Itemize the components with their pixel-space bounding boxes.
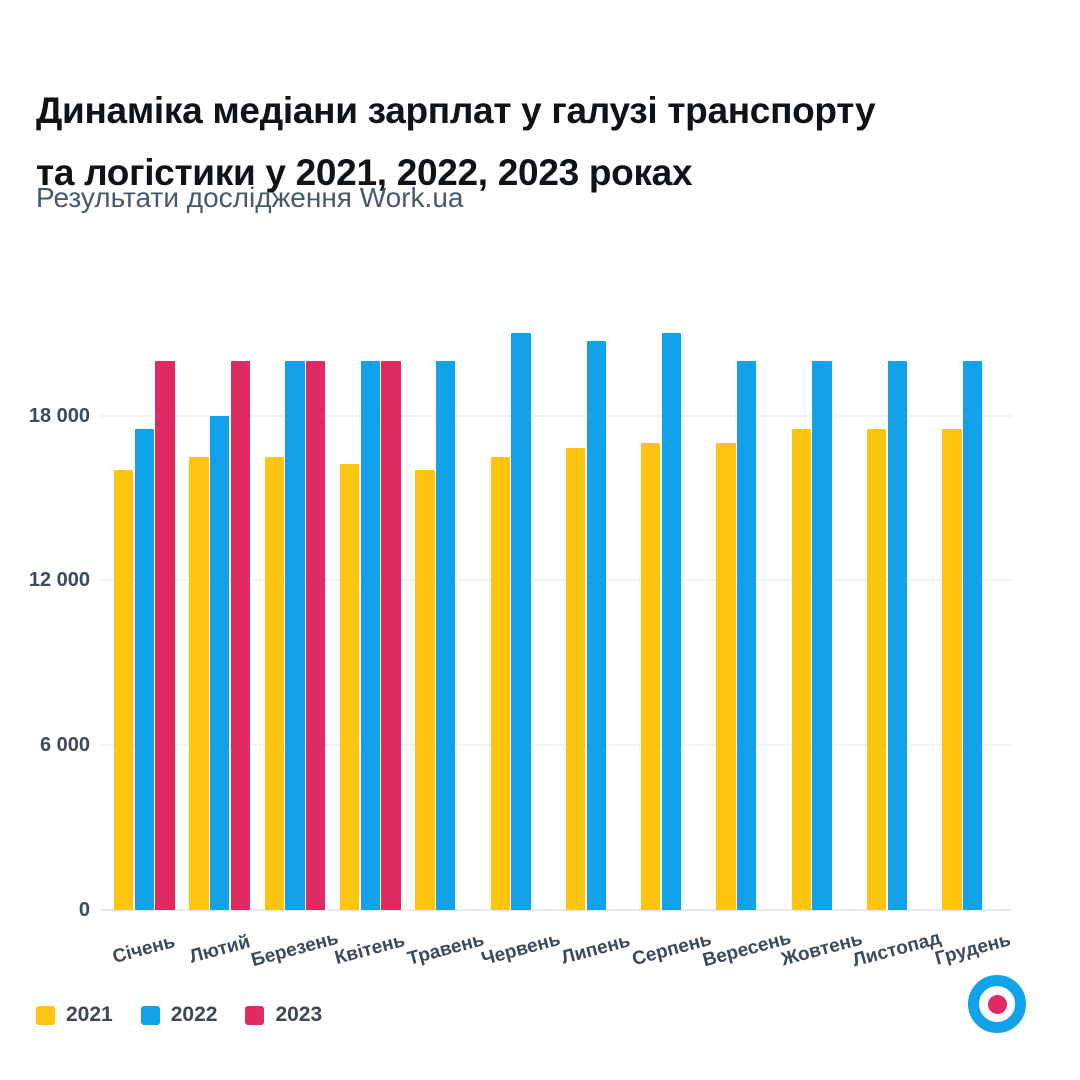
x-axis-tick-label: Листопад (850, 927, 944, 972)
gridline-0 (100, 909, 1012, 911)
bar-2023-Квітень (381, 360, 401, 910)
bar-2021-Липень (565, 448, 586, 910)
bar-2022-Квітень (360, 360, 380, 910)
bar-2021-Жовтень (791, 429, 812, 910)
legend-swatch-icon (245, 1005, 265, 1025)
y-axis-tick-label: 0 (78, 899, 90, 921)
x-axis-tick-label: Лютий (187, 931, 253, 968)
bar-2022-Липень (586, 341, 606, 910)
bar-2022-Червень (511, 333, 531, 910)
bar-2022-Листопад (887, 360, 908, 910)
bar-2023-Січень (155, 360, 175, 910)
bar-2022-Лютий (210, 415, 230, 910)
bar-2021-Вересень (716, 442, 736, 910)
bar-2021-Серпень (641, 442, 661, 910)
gridline-18000 (100, 414, 1012, 417)
gridline-12000 (100, 579, 1012, 582)
bar-2021-Квітень (339, 463, 360, 910)
workua-logo (968, 975, 1026, 1033)
page-title-line2: та логістики у 2021, 2022, 2023 роках (36, 151, 693, 193)
bar-2021-Лютий (189, 456, 209, 910)
x-axis-tick-label: Січень (110, 931, 178, 968)
legend-label: 2021 (66, 1003, 113, 1026)
bar-2023-Лютий (230, 360, 251, 910)
bar-2022-Вересень (737, 360, 757, 910)
bar-2023-Березень (306, 360, 326, 910)
page-title: Динаміка медіани зарплат у галузі трансп… (36, 80, 1046, 204)
bar-2022-Травень (435, 360, 456, 910)
x-axis-tick-label: Липень (559, 930, 633, 969)
bar-2021-Грудень (942, 429, 962, 910)
y-axis-tick-label: 6 000 (39, 734, 90, 757)
legend-swatch-icon (36, 1005, 55, 1025)
x-axis-tick-label: Березень (249, 927, 341, 972)
page-title-line1: Динаміка медіани зарплат у галузі трансп… (36, 89, 876, 131)
legend-label: 2023 (275, 1003, 323, 1026)
x-axis-tick-label: Червень (479, 928, 563, 971)
bar-2022-Січень (134, 429, 155, 910)
y-axis-tick-label: 18 000 (28, 404, 90, 427)
y-axis-tick-label: 12 000 (28, 569, 90, 592)
chart-legend: 2021 2022 2023 (36, 1003, 322, 1027)
legend-label: 2022 (170, 1003, 218, 1026)
bar-2022-Жовтень (812, 360, 832, 910)
x-axis-tick-label: Травень (404, 929, 486, 970)
bar-2021-Листопад (867, 429, 887, 910)
legend-item-2022: 2022 (140, 1003, 218, 1027)
x-axis-tick-label: Квітень (332, 930, 408, 969)
legend-swatch-icon (140, 1005, 160, 1025)
bar-2021-Березень (264, 456, 284, 910)
workua-logo-dot-icon (987, 994, 1007, 1014)
bar-2021-Червень (490, 456, 510, 910)
legend-item-2023: 2023 (245, 1003, 322, 1027)
page-subtitle: Результати дослідження Work.ua (36, 182, 464, 213)
bar-2021-Травень (415, 470, 435, 910)
bar-2022-Серпень (661, 333, 682, 910)
legend-item-2021: 2021 (36, 1003, 113, 1027)
bar-2022-Грудень (963, 360, 983, 910)
x-axis-tick-label: Грудень (932, 929, 1013, 970)
bar-2022-Березень (285, 360, 305, 910)
bar-2021-Січень (114, 470, 134, 910)
gridline-6000 (100, 744, 1012, 747)
